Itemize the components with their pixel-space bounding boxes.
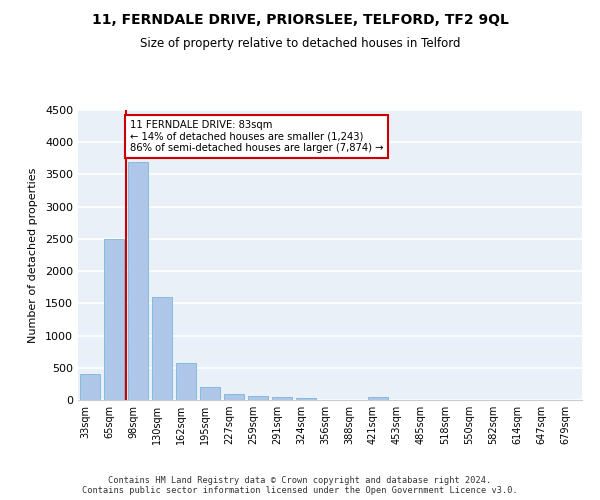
Bar — [272, 397, 292, 400]
Bar — [104, 239, 124, 400]
Bar — [176, 362, 196, 400]
Y-axis label: Number of detached properties: Number of detached properties — [28, 168, 38, 342]
Bar — [248, 396, 268, 400]
Bar — [368, 397, 388, 400]
Text: 11 FERNDALE DRIVE: 83sqm
← 14% of detached houses are smaller (1,243)
86% of sem: 11 FERNDALE DRIVE: 83sqm ← 14% of detach… — [130, 120, 383, 153]
Text: Size of property relative to detached houses in Telford: Size of property relative to detached ho… — [140, 38, 460, 51]
Bar — [200, 387, 220, 400]
Bar — [80, 374, 100, 400]
Text: 11, FERNDALE DRIVE, PRIORSLEE, TELFORD, TF2 9QL: 11, FERNDALE DRIVE, PRIORSLEE, TELFORD, … — [92, 12, 508, 26]
Bar — [296, 398, 316, 400]
Bar — [152, 297, 172, 400]
Text: Contains HM Land Registry data © Crown copyright and database right 2024.
Contai: Contains HM Land Registry data © Crown c… — [82, 476, 518, 495]
Bar — [128, 162, 148, 400]
Bar — [224, 394, 244, 400]
